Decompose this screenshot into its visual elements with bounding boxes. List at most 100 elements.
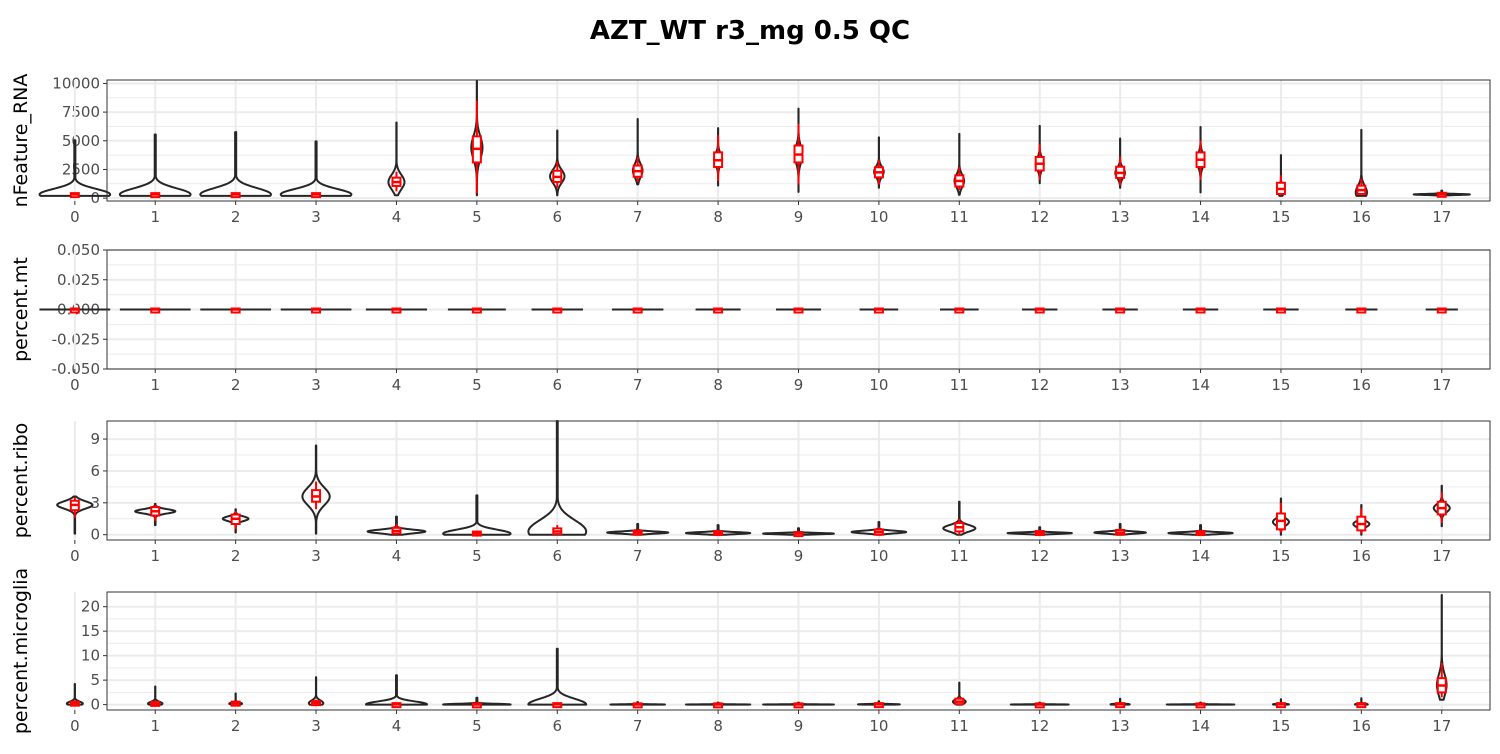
x-tick-label: 9 <box>794 547 804 565</box>
x-tick-label: 4 <box>392 717 402 735</box>
violin-shape <box>65 683 84 706</box>
x-tick-label: 15 <box>1271 208 1290 226</box>
violin-shape <box>762 527 835 536</box>
x-tick-label: 5 <box>472 717 482 735</box>
x-tick-label: 12 <box>1030 547 1049 565</box>
x-tick-label: 3 <box>311 376 321 394</box>
x-tick-label: 17 <box>1432 547 1451 565</box>
violin-shape <box>942 500 977 536</box>
panel-border <box>106 79 1491 202</box>
x-tick-label: 13 <box>1111 376 1130 394</box>
x-tick-label: 13 <box>1111 717 1130 735</box>
x-tick-label: 6 <box>553 376 563 394</box>
x-tick-label: 4 <box>392 547 402 565</box>
violin-shape <box>366 515 427 536</box>
violin-shape <box>549 129 566 197</box>
x-tick-label: 4 <box>392 376 402 394</box>
violin-shape <box>301 444 331 535</box>
x-tick-label: 0 <box>70 547 80 565</box>
x-tick-label: 12 <box>1030 717 1049 735</box>
x-tick-label: 8 <box>713 547 723 565</box>
x-tick-label: 12 <box>1030 208 1049 226</box>
x-tick-label: 6 <box>553 717 563 735</box>
violin-shape <box>1271 497 1290 536</box>
violin-shape <box>307 676 325 706</box>
y-tick-label: 10 <box>81 647 100 665</box>
violin-shape <box>199 131 272 197</box>
x-tick-label: 3 <box>311 717 321 735</box>
x-tick-label: 7 <box>633 547 643 565</box>
y-axis-label: percent.microglia <box>10 568 32 734</box>
violin-shape <box>118 133 192 197</box>
x-tick-label: 10 <box>869 376 888 394</box>
x-tick-label: 14 <box>1191 547 1210 565</box>
violin-shape <box>631 118 644 186</box>
violin-shape <box>365 674 428 706</box>
x-tick-label: 10 <box>869 547 888 565</box>
x-tick-label: 16 <box>1352 208 1371 226</box>
x-tick-label: 15 <box>1271 547 1290 565</box>
x-tick-label: 0 <box>70 376 80 394</box>
x-tick-label: 14 <box>1191 376 1210 394</box>
y-tick-label: 6 <box>90 462 100 480</box>
x-tick-label: 13 <box>1111 547 1130 565</box>
x-tick-label: 9 <box>794 717 804 735</box>
x-tick-label: 10 <box>869 717 888 735</box>
x-tick-label: 4 <box>392 208 402 226</box>
panel-percent-mt: -0.050-0.0250.0000.0250.0500123456789101… <box>10 241 1491 394</box>
x-tick-label: 3 <box>311 208 321 226</box>
panel-border <box>106 249 1491 370</box>
y-tick-label: 0.050 <box>57 241 100 259</box>
y-tick-label: 2500 <box>62 160 100 178</box>
y-tick-label: 3 <box>90 494 100 512</box>
violin-shape <box>1006 526 1073 536</box>
y-tick-label: 5000 <box>62 132 100 150</box>
violin-shape <box>1352 503 1371 536</box>
violin-shape <box>527 647 588 706</box>
x-tick-label: 11 <box>950 717 969 735</box>
x-tick-label: 17 <box>1432 717 1451 735</box>
x-tick-label: 6 <box>553 208 563 226</box>
x-tick-label: 1 <box>150 547 160 565</box>
x-tick-label: 16 <box>1352 376 1371 394</box>
violin-shape <box>793 107 804 193</box>
x-tick-label: 13 <box>1111 208 1130 226</box>
x-tick-label: 9 <box>794 376 804 394</box>
x-tick-label: 8 <box>713 376 723 394</box>
x-tick-label: 5 <box>472 376 482 394</box>
x-tick-label: 8 <box>713 717 723 735</box>
violin-shape <box>684 524 752 536</box>
x-tick-label: 10 <box>869 208 888 226</box>
x-tick-label: 5 <box>472 547 482 565</box>
x-tick-label: 16 <box>1352 547 1371 565</box>
y-axis-label: nFeature_RNA <box>10 74 32 208</box>
x-tick-label: 15 <box>1271 376 1290 394</box>
x-tick-label: 7 <box>633 376 643 394</box>
x-tick-label: 16 <box>1352 717 1371 735</box>
violin-shape <box>279 140 353 197</box>
violin-shape <box>1093 523 1147 536</box>
y-tick-label: 0.025 <box>57 271 100 289</box>
panel-border <box>106 591 1491 711</box>
x-tick-label: 14 <box>1191 208 1210 226</box>
violin-shape <box>387 121 406 197</box>
violin-shape <box>38 139 112 197</box>
x-tick-label: 12 <box>1030 376 1049 394</box>
x-tick-label: 0 <box>70 208 80 226</box>
x-tick-label: 7 <box>633 717 643 735</box>
x-tick-label: 11 <box>950 547 969 565</box>
violin-shape <box>606 523 670 536</box>
x-tick-label: 2 <box>231 208 241 226</box>
x-tick-label: 7 <box>633 208 643 226</box>
x-tick-label: 17 <box>1432 208 1451 226</box>
x-tick-label: 2 <box>231 376 241 394</box>
x-tick-label: 0 <box>70 717 80 735</box>
y-tick-label: 5 <box>90 671 100 689</box>
x-tick-label: 17 <box>1432 376 1451 394</box>
y-tick-label: 10000 <box>52 74 100 92</box>
y-tick-label: 15 <box>81 622 100 640</box>
